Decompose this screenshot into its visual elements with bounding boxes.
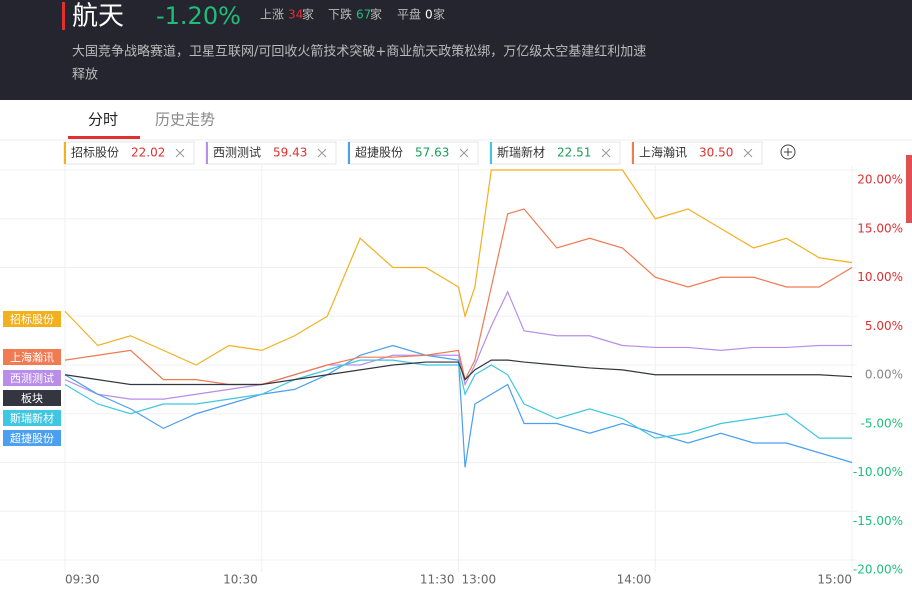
unit: 家 [302, 7, 314, 22]
unit: 家 [370, 7, 382, 22]
series-line [64, 359, 853, 386]
y-tick-label: 20.00% [857, 173, 903, 187]
legend-item[interactable]: 上海瀚讯 30.50 [631, 141, 763, 165]
y-tick-label: -10.00% [853, 465, 903, 479]
legend-close [317, 148, 327, 158]
y-tick-label: 5.00% [865, 319, 903, 333]
series-line [64, 208, 853, 386]
legend-name: 超捷股份 [355, 145, 403, 160]
header-bg [0, 0, 912, 100]
scroll-tab [906, 155, 912, 223]
series-tag [3, 430, 61, 446]
legend-close [743, 148, 753, 158]
legend-name: 西测测试 [213, 145, 261, 160]
legend-close [601, 148, 611, 158]
legend-price: 22.02 [131, 146, 165, 160]
series-tag [3, 311, 61, 327]
flat-label: 平盘 [397, 7, 421, 22]
legend-swatch [64, 142, 66, 164]
y-tick-label: 15.00% [857, 221, 903, 235]
series-tag-label: 招标股份 [10, 312, 54, 326]
tab-underline [68, 136, 140, 139]
title: 航天 [72, 2, 124, 32]
tab[interactable]: 分时 [88, 111, 118, 129]
series-tag [3, 370, 61, 386]
x-tick-label: 14:00 [617, 573, 652, 587]
down-count: 67 [356, 8, 371, 22]
series-tag-label: 西测测试 [10, 372, 54, 385]
legend-close [175, 148, 185, 158]
legend-name: 招标股份 [71, 146, 119, 160]
y-tick-label: -15.00% [853, 514, 903, 528]
legend-item[interactable]: 招标股份 22.02 [63, 141, 195, 165]
legend-name: 斯瑞新材 [497, 145, 545, 160]
series-tag [3, 349, 61, 365]
series-tag-label: 超捷股份 [10, 431, 54, 445]
y-tick-label: -5.00% [861, 416, 903, 430]
legend-name: 上海瀚讯 [639, 145, 687, 160]
unit: 家 [433, 7, 445, 22]
description: 大国竞争战略赛道，卫星互联网/可回收火箭技术突破+商业航天政策松绑，万亿级太空基… [72, 44, 646, 60]
legend-close [459, 148, 469, 158]
legend-swatch [632, 142, 634, 164]
title-accent [62, 2, 65, 30]
series-tag-label: 斯瑞新材 [10, 411, 54, 425]
legend-item[interactable]: 西测测试 59.43 [205, 141, 337, 165]
legend-item[interactable]: 超捷股份 57.63 [347, 141, 479, 165]
x-tick-label: 13:00 [462, 573, 497, 587]
x-tick-label: 11:30 [420, 573, 455, 587]
series-tag [3, 390, 61, 406]
series-tag [3, 410, 61, 426]
series-tag-label: 上海瀚讯 [10, 350, 54, 364]
legend-price: 57.63 [415, 146, 449, 160]
tab[interactable]: 历史走势 [155, 111, 215, 129]
up-label: 上涨 [260, 7, 284, 22]
y-tick-label: 10.00% [857, 270, 903, 284]
legend-price: 22.51 [557, 146, 591, 160]
legend-swatch [348, 142, 350, 164]
legend-price: 30.50 [699, 146, 733, 160]
x-tick-label: 15:00 [817, 573, 852, 587]
flat-count: 0 [425, 8, 433, 22]
series-tag-label: 板块 [21, 391, 43, 405]
legend-swatch [490, 142, 492, 164]
up-count: 34 [288, 8, 303, 22]
series-line [64, 359, 852, 439]
series-line [64, 169, 853, 366]
y-tick-label: 0.00% [865, 368, 903, 382]
change: -1.20% [156, 2, 241, 30]
down-label: 下跌 [328, 7, 352, 22]
description: 释放 [72, 68, 98, 83]
legend-swatch [206, 142, 208, 164]
add-button[interactable] [780, 144, 796, 160]
series-line [64, 344, 853, 468]
legend-item[interactable]: 斯瑞新材 22.51 [489, 141, 621, 165]
x-tick-label: 09:30 [65, 573, 100, 587]
y-tick-label: -20.00% [853, 563, 903, 577]
legend-price: 59.43 [273, 146, 307, 160]
x-tick-label: 10:30 [223, 573, 258, 587]
